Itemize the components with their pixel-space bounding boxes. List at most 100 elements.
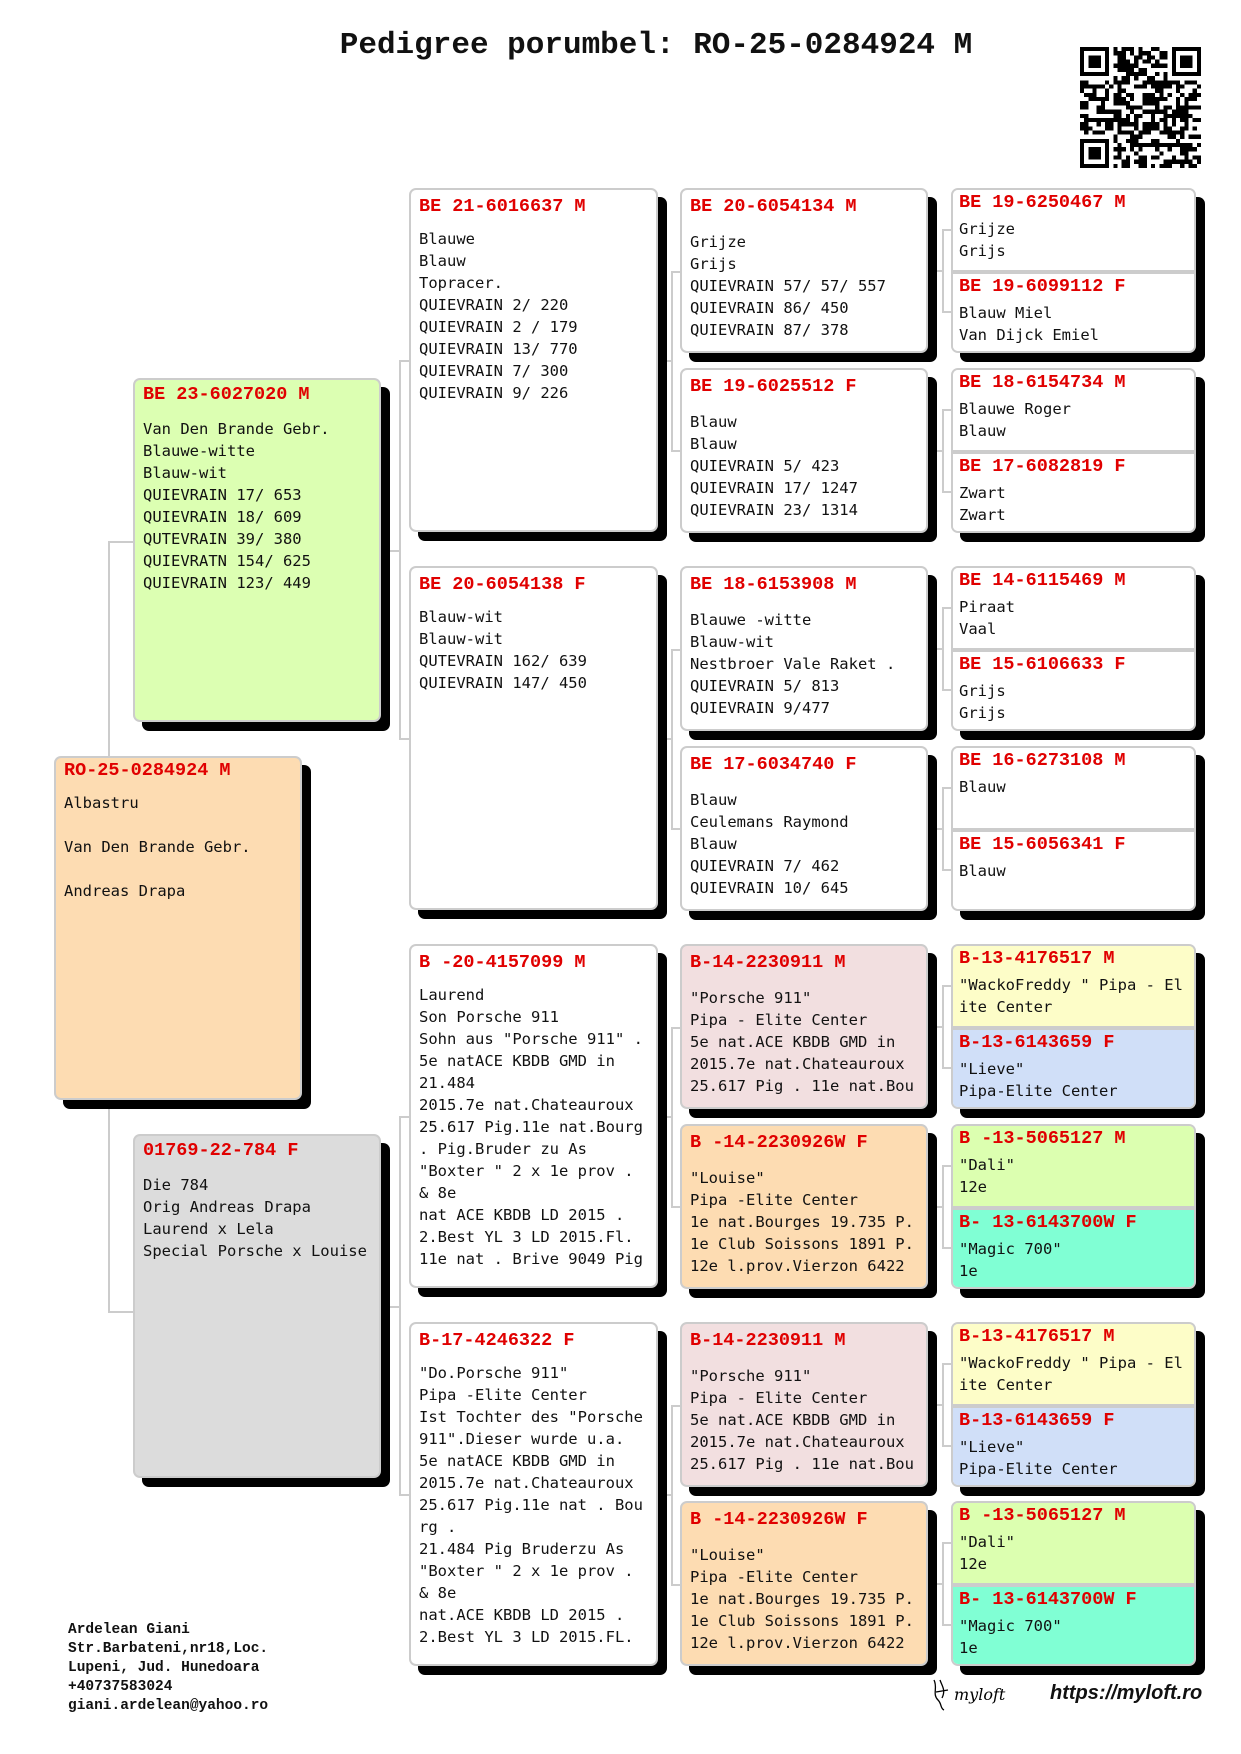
connector-line [658, 1494, 672, 1496]
connector-line [671, 1206, 680, 1208]
detail-line: 2.Best YL 3 LD 2015.FL. [419, 1628, 634, 1646]
detail-line: Orig Andreas Drapa [143, 1198, 311, 1216]
pigeon-box-great-grandparent[interactable]: BE 20-6054134 M Grijze Grijs QUIEVRAIN 57/ … [680, 188, 928, 353]
detail-line: "Lieve" [959, 1060, 1025, 1078]
detail-line: "Porsche 911" [690, 989, 812, 1007]
pigeon-box-gen4[interactable]: BE 19-6099112 F Blauw Miel Van Dijck Emiel [953, 270, 1194, 351]
connector-line [381, 1306, 400, 1308]
ring-number: BE 19-6250467 M [959, 192, 1126, 213]
detail-line: Zwart [959, 506, 1006, 524]
pigeon-details: Grijs Grijs [959, 680, 1192, 727]
pigeon-details: "Magic 700" 1e [959, 1238, 1192, 1285]
pigeon-box-grandparent[interactable]: B-17-4246322 F "Do.Porsche 911" Pipa -Elit… [409, 1322, 658, 1666]
pigeon-box-subject[interactable]: RO-25-0284924 M Albastru Van Den Brande Ge… [54, 756, 302, 1100]
detail-line: Andreas Drapa [64, 882, 186, 900]
ring-number: B-17-4246322 F [419, 1330, 575, 1351]
pigeon-box-great-grandparent[interactable]: B-14-2230911 M "Porsche 911" Pipa - Elite … [680, 944, 928, 1109]
pigeon-box-gen4[interactable]: B- 13-6143700W F "Magic 700" 1e [953, 1206, 1194, 1287]
detail-line: Blauw [690, 791, 737, 809]
pigeon-box-grandparent[interactable]: B -20-4157099 M Laurend Son Porsche 911 Soh… [409, 944, 658, 1288]
pigeon-box-gen4[interactable]: BE 19-6250467 M Grijze Grijs [953, 190, 1194, 270]
pigeon-pair-gen4: B-13-4176517 M "WackoFreddy " Pipa - El it… [951, 1322, 1196, 1487]
detail-line: Pipa -Elite Center [419, 1386, 587, 1404]
pigeon-box-gen4[interactable]: B-13-6143659 F "Lieve" Pipa-Elite Center [953, 1404, 1194, 1485]
pigeon-box-gen4[interactable]: BE 18-6154734 M Blauwe Roger Blauw [953, 370, 1194, 450]
pigeon-box-great-grandparent[interactable]: BE 18-6153908 M Blauwe -witte Blauw-wit Nes… [680, 566, 928, 731]
connector-line [671, 1584, 680, 1586]
ring-number: B- 13-6143700W F [959, 1589, 1137, 1610]
detail-line: 12e [959, 1555, 987, 1573]
pigeon-box-dam[interactable]: 01769-22-784 F Die 784 Orig Andreas Drapa L… [133, 1134, 381, 1478]
connector-line [942, 1165, 944, 1247]
detail-line: 2015.7e nat.Chateauroux [419, 1096, 634, 1114]
pigeon-details: Albastru Van Den Brande Gebr. Andreas Drap… [64, 792, 298, 1094]
connector-line [942, 1445, 951, 1447]
connector-line [928, 1206, 943, 1208]
pigeon-pair-gen4: B -13-5065127 M "Dali" 12e B- 13-6143700W F… [951, 1501, 1196, 1666]
detail-line: Grijze [959, 220, 1015, 238]
pigeon-box-great-grandparent[interactable]: BE 17-6034740 F Blauw Ceulemans Raymond Bla… [680, 746, 928, 911]
ring-number: BE 15-6056341 F [959, 834, 1126, 855]
detail-line: Blauw [690, 835, 737, 853]
pigeon-box-gen4[interactable]: B -13-5065127 M "Dali" 12e [953, 1126, 1194, 1206]
connector-line [928, 1026, 943, 1028]
ring-number: B-13-6143659 F [959, 1032, 1115, 1053]
detail-line: Piraat [959, 598, 1015, 616]
detail-line: Zwart [959, 484, 1006, 502]
pigeon-box-gen4[interactable]: BE 17-6082819 F Zwart Zwart [953, 450, 1194, 531]
pigeon-box-great-grandparent[interactable]: BE 19-6025512 F Blauw Blauw QUIEVRAIN 5/ 42… [680, 368, 928, 533]
pigeon-box-grandparent[interactable]: BE 21-6016637 M Blauwe Blauw Topracer. QUIEV… [409, 188, 658, 532]
detail-line: Blauw Miel [959, 304, 1053, 322]
pigeon-box-great-grandparent[interactable]: B -14-2230926W F "Louise" Pipa -Elite Cent… [680, 1124, 928, 1289]
pigeon-box-gen4[interactable]: B -13-5065127 M "Dali" 12e [953, 1503, 1194, 1583]
detail-line: Grijs [690, 255, 737, 273]
detail-line: 911".Dieser wurde u.a. [419, 1430, 625, 1448]
pigeon-box-gen4[interactable]: B-13-6143659 F "Lieve" Pipa-Elite Center [953, 1026, 1194, 1107]
pigeon-box-gen4[interactable]: BE 15-6106633 F Grijs Grijs [953, 648, 1194, 729]
pigeon-box-gen4[interactable]: B- 13-6143700W F "Magic 700" 1e [953, 1583, 1194, 1664]
pigeon-box-great-grandparent[interactable]: B -14-2230926W F "Louise" Pipa -Elite Cent… [680, 1501, 928, 1666]
pigeon-details: "Do.Porsche 911" Pipa -Elite Center Ist To… [419, 1362, 654, 1660]
detail-line: QUIEVRAIN 18/ 609 [143, 508, 302, 526]
connector-line [942, 1624, 951, 1626]
detail-line: 1e Club Soissons 1891 P. [690, 1612, 914, 1630]
detail-line: Blauw-wit [690, 633, 774, 651]
detail-line: Van Den Brande Gebr. [143, 420, 330, 438]
detail-line: 21.484 [419, 1074, 475, 1092]
pigeon-details: "WackoFreddy " Pipa - El ite Center [959, 1352, 1192, 1400]
detail-line: QUIEVRAIN 10/ 645 [690, 879, 849, 897]
pigeon-box-sire[interactable]: BE 23-6027020 M Van Den Brande Gebr. Blauw… [133, 378, 381, 722]
connector-line [942, 311, 951, 313]
detail-line: . Pig.Bruder zu As [419, 1140, 587, 1158]
pigeon-details: Blauwe Blauw Topracer. QUIEVRAIN 2/ 220 QUIE… [419, 228, 654, 526]
pigeon-details: Blauw Blauw QUIEVRAIN 5/ 423 QUIEVRAIN 17/ … [690, 411, 924, 527]
connector-line [942, 607, 944, 689]
detail-line: 25.617 Pig.11e nat.Bourg [419, 1118, 643, 1136]
connector-line [658, 1116, 672, 1118]
detail-line: Blauwe-witte [143, 442, 255, 460]
myloft-link[interactable]: https://myloft.ro [1050, 1682, 1203, 1704]
connector-line [671, 1027, 673, 1206]
pigeon-box-gen4[interactable]: B-13-4176517 M "WackoFreddy " Pipa - El it… [953, 1324, 1194, 1404]
pigeon-box-gen4[interactable]: BE 15-6056341 F Blauw [953, 828, 1194, 909]
ring-number: B -20-4157099 M [419, 952, 586, 973]
detail-line: Blauw-wit [419, 608, 503, 626]
detail-line: "Louise" [690, 1169, 765, 1187]
pigeon-box-gen4[interactable]: B-13-4176517 M "WackoFreddy " Pipa - El it… [953, 946, 1194, 1026]
detail-line: & 8e [419, 1184, 457, 1202]
detail-line: Nestbroer Vale Raket . [690, 655, 896, 673]
detail-line: QUIEVRATN 154/ 625 [143, 552, 311, 570]
pigeon-box-gen4[interactable]: BE 14-6115469 M Piraat Vaal [953, 568, 1194, 648]
detail-line: Ist Tochter des "Porsche [419, 1408, 643, 1426]
detail-line: QUIEVRAIN 7/ 462 [690, 857, 840, 875]
connector-line [671, 271, 680, 273]
pigeon-box-grandparent[interactable]: BE 20-6054138 F Blauw-wit Blauw-wit QUTEVRA… [409, 566, 658, 910]
detail-line: 1e [959, 1639, 978, 1657]
connector-line [671, 828, 680, 830]
pigeon-details: Piraat Vaal [959, 596, 1192, 644]
pigeon-details: Grijze Grijs QUIEVRAIN 57/ 57/ 557 QUIEVRAI… [690, 231, 924, 347]
detail-line: Blauwe Roger [959, 400, 1071, 418]
connector-line [399, 738, 409, 740]
pigeon-box-great-grandparent[interactable]: B-14-2230911 M "Porsche 911" Pipa - Elite … [680, 1322, 928, 1487]
pigeon-box-gen4[interactable]: BE 16-6273108 M Blauw [953, 748, 1194, 828]
